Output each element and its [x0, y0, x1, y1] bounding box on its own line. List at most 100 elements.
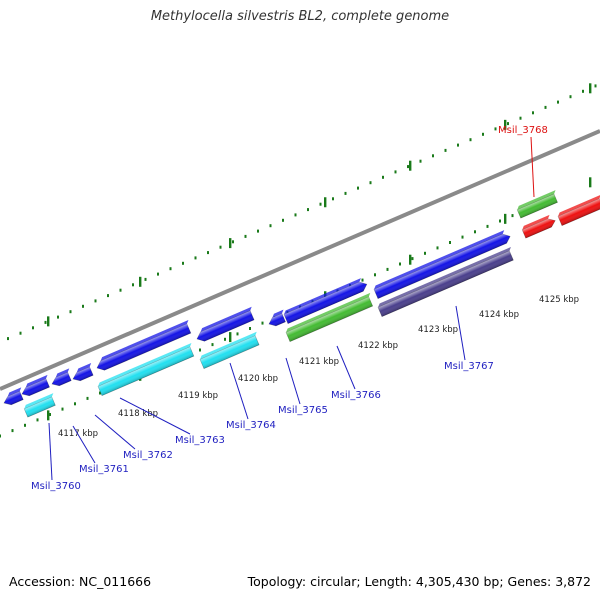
leader-line	[455, 305, 466, 361]
tick-dot	[7, 337, 9, 341]
gene-red-1[interactable]	[521, 214, 557, 239]
gene-label[interactable]: Msil_3760	[31, 481, 81, 492]
tick-dot	[107, 294, 109, 298]
tick-dot	[499, 219, 501, 223]
tick-dot	[82, 304, 84, 308]
major-tick	[229, 332, 232, 343]
leader-line	[229, 362, 249, 420]
tick-dot	[207, 251, 209, 255]
gene-blue-6[interactable]	[194, 306, 257, 344]
gene-blue-7[interactable]	[266, 309, 288, 329]
major-tick	[324, 197, 327, 208]
tick-label: 4119 kbp	[178, 391, 218, 401]
gene-blue-5[interactable]	[94, 319, 194, 373]
tick-dot	[57, 315, 59, 319]
tick-dot	[282, 218, 284, 222]
tick-dot	[36, 418, 39, 422]
gene-label[interactable]: Msil_3765	[278, 405, 328, 416]
leader-line	[48, 422, 53, 481]
tick-dot	[11, 429, 14, 433]
tick-dot	[249, 327, 251, 330]
tick-dot	[257, 229, 259, 233]
tick-dot	[436, 246, 439, 250]
tick-dot	[199, 348, 201, 352]
tick-dot	[144, 277, 147, 281]
gene-label[interactable]: Msil_3763	[175, 435, 225, 446]
gene-cyan-3[interactable]	[199, 331, 262, 369]
tick-dot	[94, 299, 97, 303]
gene-label[interactable]: Msil_3764	[226, 420, 276, 431]
gene-blue-8[interactable]	[283, 277, 369, 324]
accession-text: Accession: NC_011666	[9, 574, 152, 589]
tick-dot	[369, 181, 372, 185]
tick-dot	[557, 100, 559, 104]
gene-label[interactable]: Msil_3762	[123, 450, 173, 461]
tick-dot	[424, 251, 426, 255]
genome-title: Methylocella silvestris BL2, complete ge…	[150, 9, 450, 24]
tick-dot	[357, 186, 359, 190]
tick-label: 4118 kbp	[118, 409, 158, 419]
gene-cyan-2[interactable]	[97, 342, 197, 396]
gene-label[interactable]: Msil_3767	[444, 361, 494, 372]
tick-label: 4123 kbp	[418, 325, 458, 335]
tick-dot	[582, 89, 584, 93]
tick-dot	[119, 288, 122, 292]
gene-red-2[interactable]	[557, 194, 600, 226]
gene-blue-4[interactable]	[70, 363, 96, 383]
tick-dot	[49, 413, 51, 416]
tick-dot	[469, 138, 472, 142]
gene-blue-1[interactable]	[1, 387, 26, 407]
gene-slate-1[interactable]	[377, 246, 516, 317]
gene-green-1[interactable]	[285, 292, 376, 342]
tick-dot	[532, 111, 534, 115]
tick-dot	[132, 283, 134, 287]
tick-label: 4120 kbp	[238, 374, 278, 384]
tick-dot	[69, 310, 72, 314]
gene-label[interactable]: Msil_3766	[331, 390, 381, 401]
tick-dot	[544, 105, 547, 109]
tick-dot	[219, 245, 222, 249]
tick-dot	[449, 241, 451, 244]
leader-line	[94, 414, 136, 450]
tick-dot	[486, 224, 489, 228]
gene-green-2[interactable]	[516, 190, 560, 219]
major-tick	[409, 254, 412, 265]
major-tick	[504, 119, 507, 130]
tick-dot	[399, 262, 401, 266]
major-tick	[47, 410, 50, 421]
gene-cyan-1[interactable]	[23, 393, 58, 418]
tick-dot	[307, 208, 309, 212]
tick-dot	[507, 122, 509, 126]
tick-dot	[99, 391, 101, 395]
tick-dot	[374, 273, 376, 277]
tick-dot	[236, 332, 239, 336]
tick-dot	[0, 434, 1, 438]
tick-dot	[419, 159, 422, 163]
tick-dot	[411, 257, 414, 261]
gene-blue-9[interactable]	[373, 229, 512, 299]
tick-dot	[569, 95, 572, 99]
tick-dot	[482, 132, 484, 136]
tick-dot	[407, 165, 409, 169]
leader-line	[530, 136, 535, 198]
major-tick	[504, 213, 507, 224]
leader-line	[285, 357, 301, 405]
tick-dot	[157, 272, 159, 276]
gene-label[interactable]: Msil_3768	[498, 125, 548, 136]
tick-dot	[32, 326, 34, 330]
gene-blue-3[interactable]	[49, 368, 74, 388]
tick-dot	[74, 402, 76, 406]
tick-label: 4122 kbp	[358, 341, 398, 351]
tick-dot	[224, 337, 226, 341]
major-tick	[229, 238, 232, 249]
gene-label[interactable]: Msil_3761	[79, 464, 129, 475]
gene-blue-2[interactable]	[19, 374, 52, 398]
tick-dot	[594, 84, 597, 88]
tick-label: 4121 kbp	[299, 357, 339, 367]
major-tick	[589, 177, 592, 188]
leader-line	[72, 425, 96, 464]
tick-dot	[269, 224, 272, 228]
tick-dot	[211, 343, 214, 347]
tick-dot	[232, 240, 234, 244]
tick-dot	[432, 154, 434, 158]
